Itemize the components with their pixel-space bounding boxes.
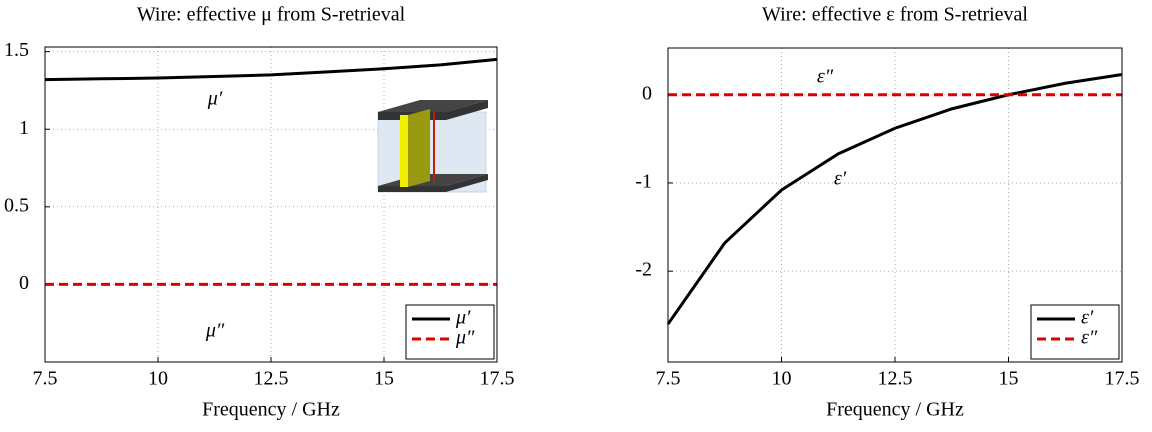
data-line — [666, 72, 1123, 325]
unit-cell-inset — [377, 100, 488, 193]
x-tick-label: 15 — [374, 368, 394, 390]
x-tick-label: 17.5 — [1105, 368, 1140, 390]
legend-label: ε″ — [1081, 327, 1098, 349]
y-tick-label: 1.5 — [4, 39, 29, 61]
x-tick-label: 7.5 — [33, 368, 58, 390]
legend-label: ε′ — [1081, 307, 1094, 329]
x-tick-label: 17.5 — [480, 368, 515, 390]
annotation: ε″ — [817, 66, 834, 88]
chart-title: Wire: effective μ from S-retrieval — [137, 4, 406, 26]
annotation: μ′ — [207, 88, 223, 110]
x-tick-label: 12.5 — [878, 368, 913, 390]
plot-frame — [44, 46, 498, 363]
x-axis-label: Frequency / GHz — [826, 399, 964, 421]
y-tick-label: 1 — [19, 117, 29, 139]
y-tick-label: -1 — [635, 171, 652, 193]
legend-box — [405, 304, 495, 360]
y-tick-label: 0 — [19, 272, 29, 294]
x-tick-label: 7.5 — [656, 368, 681, 390]
y-tick-label: 0.5 — [4, 194, 29, 216]
x-tick-label: 10 — [148, 368, 168, 390]
y-tick-label: -2 — [635, 259, 652, 281]
x-tick-label: 10 — [772, 368, 792, 390]
annotation: μ″ — [205, 320, 225, 342]
x-tick-label: 12.5 — [254, 368, 289, 390]
legend-label: μ′ — [455, 307, 471, 329]
legend-label: μ″ — [455, 327, 475, 349]
data-line — [44, 57, 498, 82]
y-tick-label: 0 — [642, 82, 652, 104]
x-axis-label: Frequency / GHz — [202, 399, 340, 421]
annotation: ε′ — [834, 168, 847, 190]
plot-frame — [667, 47, 1123, 363]
chart-title: Wire: effective ε from S-retrieval — [762, 4, 1028, 26]
x-tick-label: 15 — [999, 368, 1019, 390]
legend-box — [1030, 304, 1120, 360]
